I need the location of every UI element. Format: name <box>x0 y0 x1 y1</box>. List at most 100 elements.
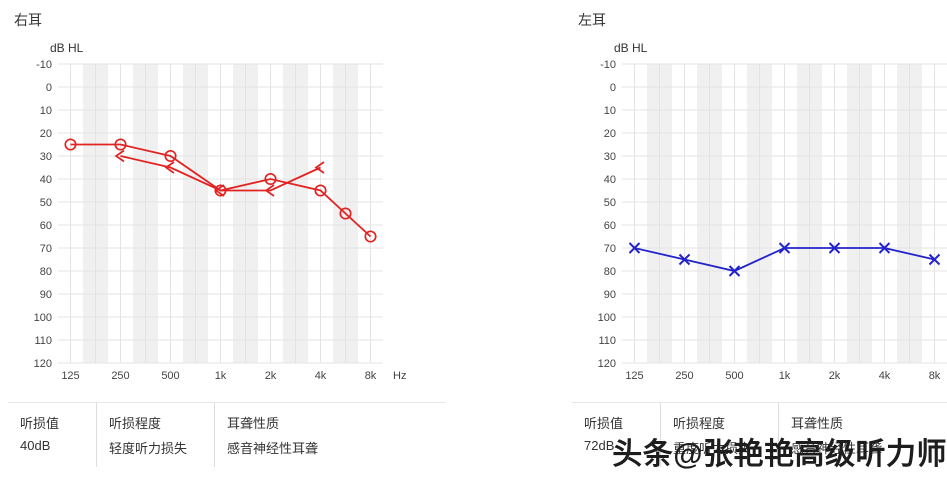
marker-arrow-left <box>214 184 225 197</box>
svg-text:30: 30 <box>604 151 616 163</box>
y-axis-tick-labels: -10 0 10 20 30 40 50 60 70 80 90 100 110 120 <box>598 59 616 370</box>
svg-text:20: 20 <box>604 128 616 140</box>
svg-text:30: 30 <box>40 151 52 163</box>
series-bone-conduction <box>114 149 325 197</box>
degree-value: 轻度听力损失 <box>109 441 188 456</box>
degree-column: 听损程度 轻度听力损失 <box>96 403 214 467</box>
svg-text:125: 125 <box>625 370 643 382</box>
svg-text:110: 110 <box>598 335 616 347</box>
svg-text:0: 0 <box>46 82 52 94</box>
right-ear-panel: 右耳 dB HL -10 0 10 20 30 40 50 60 70 80 90 100 110 120 1… <box>8 8 445 467</box>
nature-column: 耳聋性质 感音神经性耳聋 <box>214 403 445 467</box>
nature-column: 耳聋性质 感音神经性耳聋 <box>778 403 947 467</box>
marker-x <box>678 253 691 266</box>
marker-circle <box>114 138 127 151</box>
marker-x <box>728 265 741 277</box>
left-ear-audiogram-chart: dB HL -10 0 10 20 30 40 50 60 70 80 90 100 110 120 125 2… <box>598 41 947 382</box>
marker-arrow-left <box>314 161 325 174</box>
svg-text:250: 250 <box>675 370 693 382</box>
degree-header: 听损程度 <box>109 416 162 431</box>
degree-value: 重度听力损失 <box>673 441 752 456</box>
marker-circle <box>339 207 352 220</box>
degree-column: 听损程度 重度听力损失 <box>660 403 778 467</box>
nature-value: 感音神经性耳聋 <box>227 441 319 456</box>
svg-text:100: 100 <box>598 312 616 324</box>
svg-text:1k: 1k <box>215 370 227 382</box>
hearing-loss-value: 72dB <box>584 438 615 453</box>
svg-text:100: 100 <box>34 312 52 324</box>
svg-text:1k: 1k <box>779 370 791 382</box>
nature-header: 耳聋性质 <box>791 416 844 431</box>
nature-value: 感音神经性耳聋 <box>791 441 883 456</box>
x-axis-tick-labels: 125 250 500 1k 2k 4k 8k <box>625 370 940 382</box>
y-axis-title: dB HL <box>50 41 84 55</box>
svg-text:Hz: Hz <box>393 370 406 382</box>
marker-circle <box>64 138 77 151</box>
svg-text:dB HL: dB HL <box>50 41 84 55</box>
svg-text:500: 500 <box>161 370 179 382</box>
marker-arrow-left <box>164 161 175 174</box>
marker-arrow-left <box>264 184 275 197</box>
svg-text:4k: 4k <box>879 370 891 382</box>
svg-text:2k: 2k <box>829 370 841 382</box>
marker-circle <box>264 172 277 186</box>
svg-text:4k: 4k <box>315 370 327 382</box>
marker-circle <box>364 230 377 243</box>
svg-text:dB HL: dB HL <box>614 41 648 55</box>
degree-header: 听损程度 <box>673 416 726 431</box>
y-axis-title: dB HL <box>614 41 648 55</box>
marker-x <box>928 253 941 266</box>
svg-text:20: 20 <box>40 128 52 140</box>
x-axis-tick-labels: 125 250 500 1k 2k 4k 8k <box>61 370 376 382</box>
y-axis-tick-labels: -10 0 10 20 30 40 50 60 70 80 90 100 110 120 <box>34 59 52 370</box>
hearing-loss-value: 40dB <box>20 438 51 453</box>
left-ear-title: 左耳 <box>578 12 606 28</box>
marker-circle <box>164 149 177 163</box>
svg-text:40: 40 <box>604 174 616 186</box>
svg-text:50: 50 <box>604 197 616 209</box>
svg-text:2k: 2k <box>265 370 277 382</box>
nature-header: 耳聋性质 <box>227 416 280 431</box>
gridlines <box>58 63 383 364</box>
marker-x <box>778 242 791 254</box>
svg-text:8k: 8k <box>365 370 377 382</box>
svg-text:50: 50 <box>40 197 52 209</box>
hearing-loss-header: 听损值 <box>20 416 60 431</box>
series-air-conduction <box>628 242 941 277</box>
right-ear-title: 右耳 <box>14 12 42 28</box>
svg-text:0: 0 <box>610 82 616 94</box>
hearing-loss-header: 听损值 <box>584 416 624 431</box>
svg-text:125: 125 <box>61 370 79 382</box>
svg-text:70: 70 <box>604 243 616 255</box>
gridlines <box>622 63 947 364</box>
hearing-loss-column: 听损值 72dB <box>572 403 660 467</box>
svg-text:-10: -10 <box>36 59 52 71</box>
svg-text:10: 10 <box>40 105 52 117</box>
right-ear-summary-table: 听损值 40dB 听损程度 轻度听力损失 耳聋性质 感音神经性耳聋 <box>8 402 445 467</box>
svg-text:250: 250 <box>111 370 129 382</box>
marker-arrow-left <box>114 149 125 163</box>
hearing-loss-column: 听损值 40dB <box>8 403 96 467</box>
svg-text:90: 90 <box>604 289 616 301</box>
marker-circle <box>314 184 327 197</box>
svg-text:80: 80 <box>40 266 52 278</box>
svg-text:-10: -10 <box>600 59 616 71</box>
svg-text:60: 60 <box>40 220 52 232</box>
marker-x <box>828 242 841 254</box>
svg-text:110: 110 <box>34 335 52 347</box>
x-axis-unit: Hz <box>393 370 406 382</box>
svg-text:60: 60 <box>604 220 616 232</box>
svg-text:120: 120 <box>598 358 616 370</box>
svg-text:8k: 8k <box>929 370 941 382</box>
svg-text:120: 120 <box>34 358 52 370</box>
left-ear-panel: 左耳 dB HL -10 0 10 20 30 40 50 60 70 80 90 100 110 120 1… <box>572 8 947 467</box>
marker-x <box>628 242 641 254</box>
svg-text:10: 10 <box>604 105 616 117</box>
svg-text:90: 90 <box>40 289 52 301</box>
svg-text:80: 80 <box>604 266 616 278</box>
svg-text:500: 500 <box>725 370 743 382</box>
svg-text:70: 70 <box>40 243 52 255</box>
right-ear-audiogram-chart: dB HL -10 0 10 20 30 40 50 60 70 80 90 100 110 120 125 2… <box>34 41 407 382</box>
marker-x <box>878 242 891 254</box>
